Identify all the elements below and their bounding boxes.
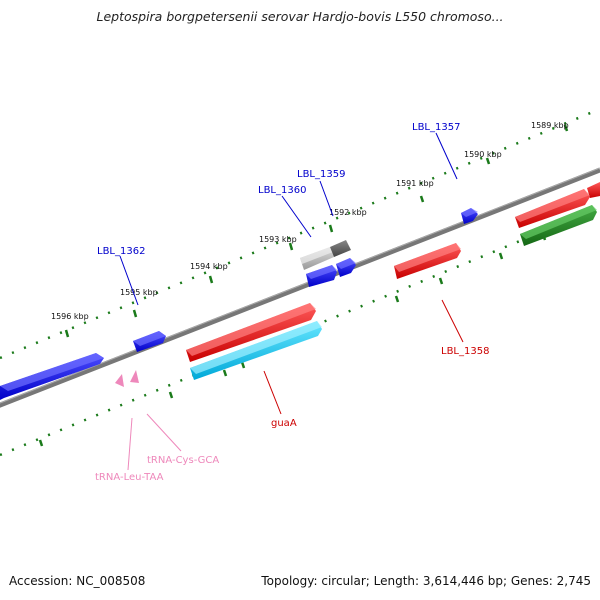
feature-selected-grey[interactable]: [300, 240, 351, 270]
scale-label-1593: 1593 kbp: [259, 235, 297, 244]
accession-text: Accession: NC_008508: [9, 574, 146, 588]
scale-label-1596: 1596 kbp: [51, 312, 89, 321]
leader-lbl-1362: [119, 255, 139, 306]
feature-lbl-1357[interactable]: [461, 208, 478, 224]
leader-guaA: [263, 370, 282, 415]
leader-lbl-1359: [319, 180, 334, 217]
chromosome-backbone: [0, 167, 600, 408]
map-title: Leptospira borgpetersenii serovar Hardjo…: [96, 9, 504, 24]
feature-red-right[interactable]: [515, 182, 600, 228]
scale-label-1589: 1589 kbp: [531, 121, 569, 130]
feature-lbl-1362[interactable]: [133, 331, 166, 352]
leader-trna-cys-gca: [146, 413, 182, 452]
feature-trna-leu-taa[interactable]: [115, 374, 124, 387]
feature-lbl-1360[interactable]: [306, 265, 337, 287]
feature-blue-large[interactable]: [0, 353, 104, 400]
label-lbl-1360[interactable]: LBL_1360: [258, 185, 306, 196]
label-lbl-1359[interactable]: LBL_1359: [297, 169, 345, 180]
label-lbl-1358[interactable]: LBL_1358: [441, 346, 489, 357]
leader-lbl-1360: [281, 195, 312, 238]
feature-lbl-1358-red[interactable]: [394, 243, 461, 279]
scale-label-1594: 1594 kbp: [190, 262, 228, 271]
leader-lbl-1358: [441, 299, 464, 343]
scale-label-1592: 1592 kbp: [329, 208, 367, 217]
label-trna-leu-taa[interactable]: tRNA-Leu-TAA: [95, 472, 164, 483]
feature-green-right[interactable]: [520, 205, 597, 246]
feature-lbl-1359[interactable]: [336, 258, 356, 277]
label-guaA[interactable]: guaA: [271, 418, 297, 429]
label-trna-cys-gca[interactable]: tRNA-Cys-GCA: [147, 455, 219, 466]
genome-stats-text: Topology: circular; Length: 3,614,446 bp…: [261, 574, 591, 588]
scale-label-1595: 1595 kbp: [120, 288, 158, 297]
label-lbl-1362[interactable]: LBL_1362: [97, 246, 145, 257]
label-lbl-1357[interactable]: LBL_1357: [412, 122, 460, 133]
scale-label-1591: 1591 kbp: [396, 179, 434, 188]
leader-trna-leu-taa: [127, 417, 133, 471]
feature-guaA-cyan[interactable]: [190, 321, 322, 380]
feature-trna-cys-gca[interactable]: [130, 370, 139, 383]
feature-guaA-red[interactable]: [186, 303, 316, 362]
outer-major-ticks: [64, 124, 569, 338]
scale-label-1590: 1590 kbp: [464, 150, 502, 159]
leader-lbl-1357: [435, 132, 458, 180]
